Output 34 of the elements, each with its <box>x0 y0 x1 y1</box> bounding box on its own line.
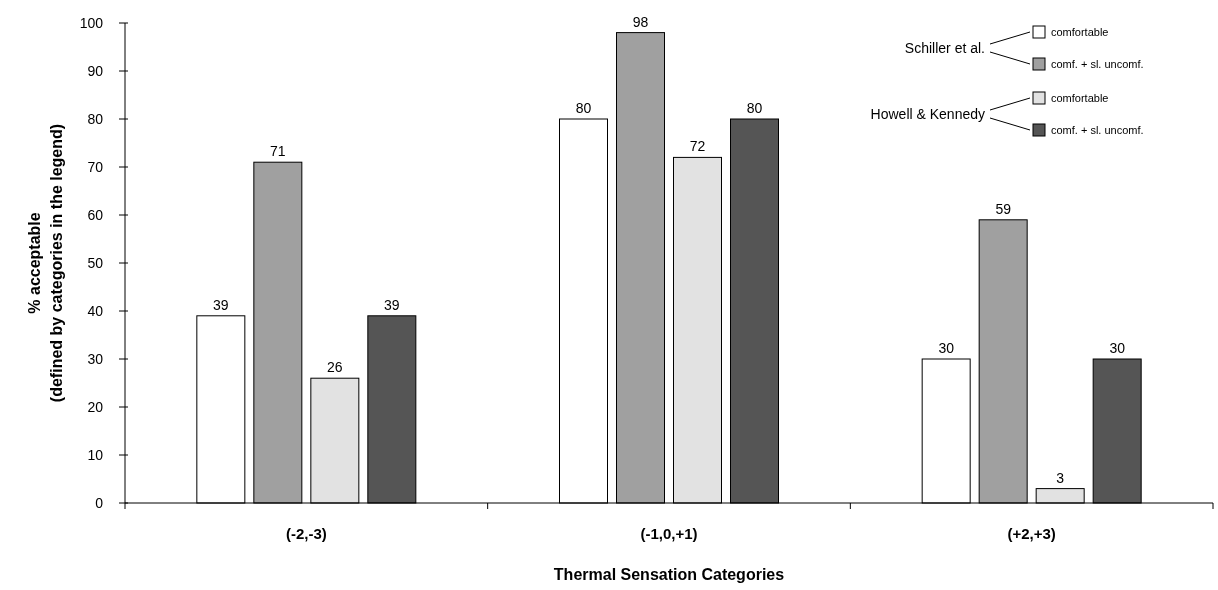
y-axis-title: % acceptable (defined by categories in the legend) <box>26 123 65 403</box>
legend-label: comf. + sl. uncomf. <box>1051 58 1144 70</box>
y-tick-label: 40 <box>87 303 104 319</box>
y-tick-label: 50 <box>87 255 104 271</box>
data-label: 3 <box>1056 469 1065 486</box>
data-label: 72 <box>689 138 706 155</box>
y-tick-label: 100 <box>79 15 104 31</box>
annotation: Schiller et al. <box>904 40 985 56</box>
y-tick-label: 10 <box>87 447 104 463</box>
legend-label: comfortable <box>1051 26 1109 38</box>
data-label: 39 <box>213 296 229 313</box>
x-tick-label: (+2,+3) <box>1007 525 1056 542</box>
data-label: 71 <box>270 143 286 160</box>
x-axis-title: Thermal Sensation Categories <box>553 566 785 583</box>
y-tick-label: 60 <box>87 207 104 223</box>
data-label: 98 <box>632 13 649 30</box>
data-label: 30 <box>938 340 955 356</box>
y-tick-label: 70 <box>87 159 104 175</box>
x-tick-label: (-2,-3) <box>285 525 327 542</box>
data-label: 80 <box>746 100 763 116</box>
data-label: 80 <box>575 100 592 116</box>
data-label: 39 <box>384 296 400 313</box>
data-label: 26 <box>327 359 343 376</box>
y-tick-label: 20 <box>87 399 104 415</box>
annotation: Howell & Kennedy <box>870 106 985 122</box>
data-label: 30 <box>1109 340 1126 356</box>
legend-label: comf. + sl. uncomf. <box>1051 124 1144 136</box>
legend-label: comfortable <box>1051 92 1109 104</box>
y-tick-label: 80 <box>87 111 104 127</box>
y-tick-label: 0 <box>95 495 104 511</box>
data-label: 59 <box>995 200 1012 217</box>
x-tick-label: (-1,0,+1) <box>640 525 698 542</box>
y-tick-label: 30 <box>87 351 104 367</box>
y-tick-label: 90 <box>87 63 104 79</box>
